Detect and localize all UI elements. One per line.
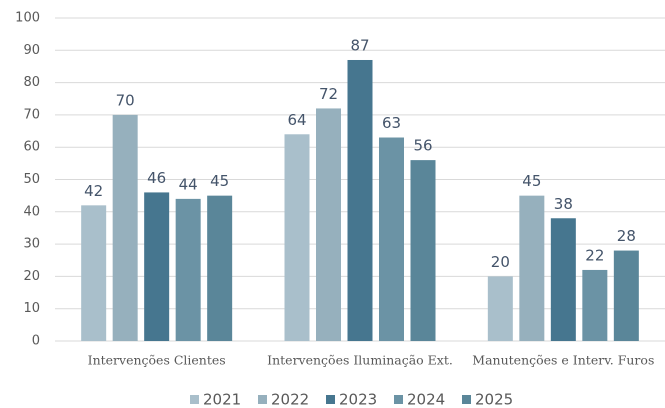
value-label: 20 [491,253,510,271]
y-tick-label: 40 [23,204,40,219]
x-tick-label: Manutenções e Interv. Furos [472,353,654,368]
bar [582,269,608,341]
value-label: 70 [116,91,135,109]
bar [284,134,310,341]
y-tick-label: 10 [23,301,40,316]
value-label: 42 [84,182,103,200]
y-tick-label: 70 [23,107,40,122]
value-label: 56 [413,137,432,155]
y-tick-label: 80 [23,75,40,90]
y-tick-label: 90 [23,43,40,58]
bar [519,195,545,341]
value-label: 64 [287,111,306,129]
value-label: 45 [522,172,541,190]
y-tick-label: 30 [23,237,40,252]
bar [410,160,436,341]
bar [487,276,513,341]
y-tick-label: 0 [32,334,40,349]
x-tick-label: Intervenções Iluminação Ext. [267,353,453,368]
legend-swatch [394,395,403,404]
bar [613,250,639,341]
bar [207,195,233,341]
legend-label: 2022 [271,391,309,408]
bar [379,137,404,341]
x-tick-label: Intervenções Clientes [88,353,226,368]
legend-label: 2025 [475,391,513,408]
bar [550,218,576,341]
value-label: 45 [210,172,229,190]
value-label: 87 [350,36,369,54]
legend-label: 2024 [407,391,445,408]
legend-label: 2023 [339,391,377,408]
value-label: 38 [554,195,573,213]
legend-swatch [258,395,267,404]
legend-swatch [190,395,199,404]
value-label: 63 [382,114,401,132]
value-label: 22 [585,246,604,264]
legend-swatch [462,395,471,404]
bar [112,114,138,342]
legend-swatch [326,395,335,404]
bar [347,59,373,342]
y-tick-label: 20 [23,269,40,284]
value-label: 44 [179,175,198,193]
y-tick-label: 100 [15,11,40,26]
y-tick-label: 60 [23,140,40,155]
y-tick-label: 50 [23,172,40,187]
value-label: 46 [147,169,166,187]
value-label: 72 [319,85,338,103]
bar [81,205,107,341]
bar [175,198,201,341]
bar [316,108,341,341]
value-label: 28 [617,227,636,245]
bar [144,192,170,341]
legend-label: 2021 [203,391,241,408]
